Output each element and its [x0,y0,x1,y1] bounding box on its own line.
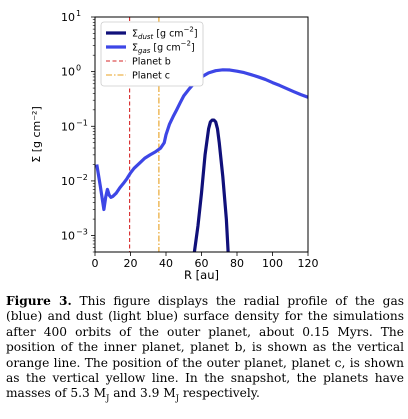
y-tick-exponent: −1 [76,118,88,127]
x-tick-label: 100 [262,257,283,270]
legend-label-dust: Σdust [g cm−2] [132,26,198,42]
y-tick-label: 10 [61,11,75,24]
caption-sub-j1: J [106,393,110,403]
y-tick-exponent: −2 [76,173,88,182]
legend-label-gas: Σgas [g cm−2] [132,40,195,56]
y-tick-exponent: −3 [76,228,88,237]
x-tick-label: 20 [124,257,138,270]
x-tick-label: 80 [230,257,244,270]
series-line-gas [95,68,308,212]
caption-text-mid: and 3.9 M [109,386,176,401]
y-tick-label: 10 [61,66,75,79]
y-tick-exponent: 0 [76,64,81,73]
figure-caption: Figure 3. This figure displays the radia… [6,294,404,406]
x-tick-label: 0 [92,257,99,270]
plot-frame [94,16,309,253]
series-line-dust [192,118,230,252]
caption-text: This figure displays the radial profile … [6,294,404,401]
y-tick-exponent: 1 [76,9,81,18]
y-axis-label: Σ [g cm⁻²] [30,106,43,163]
figure-label: Figure 3. [6,294,72,308]
y-tick-label: 10 [61,120,75,133]
y-tick-label: 10 [61,175,75,188]
legend-label-planet-0: Planet b [132,57,171,68]
caption-text-end: respectively. [178,386,260,401]
legend: Σdust [g cm−2]Σgas [g cm−2]Planet b Plane… [100,21,204,87]
x-axis-label: R [au] [184,268,219,282]
x-tick-label: 40 [159,257,173,270]
x-tick-label: 120 [298,257,319,270]
x-tick-label: 60 [195,257,209,270]
legend-label-planet-1: Planet c [132,71,170,82]
y-tick-label: 10 [61,230,75,243]
caption-sub-j2: J [175,393,179,403]
